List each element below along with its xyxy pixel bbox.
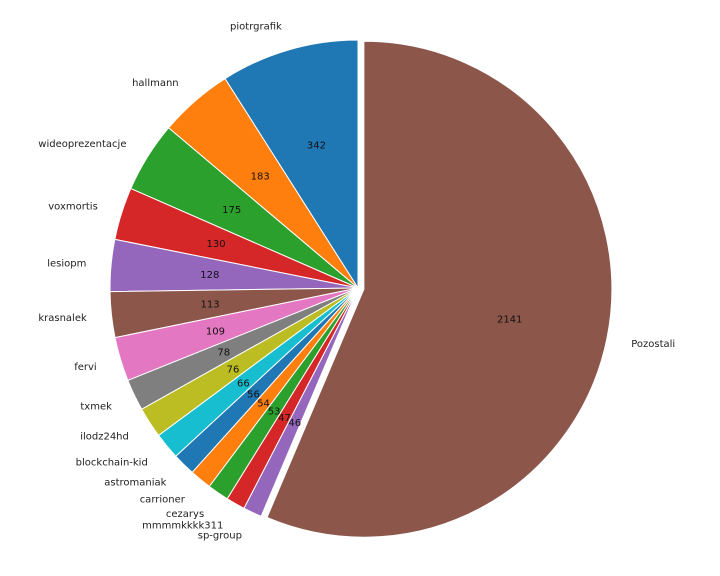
category-label-pozostali: Pozostali <box>631 339 675 350</box>
category-label-cezarys: cezarys <box>166 509 204 520</box>
category-label-voxmortis: voxmortis <box>48 202 98 213</box>
value-label-blockchain-kid: 66 <box>237 378 250 389</box>
category-label-sp-group: sp-group <box>198 530 242 541</box>
category-label-carrioner: carrioner <box>140 494 186 505</box>
pie-category-labels: piotrgrafik hallmann wideoprezentacje voxmo… <box>38 22 675 542</box>
category-label-krasnalek: krasnalek <box>38 313 87 324</box>
pie-slice-pozostali <box>266 40 613 538</box>
value-label-mmmmkkkk311: 47 <box>278 413 291 424</box>
category-label-lesiopm: lesiopm <box>47 259 86 270</box>
value-label-pozostali: 2141 <box>497 314 522 325</box>
category-label-hallmann: hallmann <box>132 78 179 89</box>
value-label-fervi: 109 <box>206 326 225 337</box>
value-label-lesiopm: 128 <box>200 270 219 281</box>
pie-slices <box>109 39 613 538</box>
value-label-wideoprezentacje: 175 <box>222 205 241 216</box>
category-label-blockchain-kid: blockchain-kid <box>76 457 148 468</box>
pie-slice-sp-group <box>243 287 359 517</box>
category-label-astromaniak: astromaniak <box>104 478 166 489</box>
category-label-fervi: fervi <box>74 362 96 373</box>
value-label-astromaniak: 56 <box>247 389 260 400</box>
value-label-voxmortis: 130 <box>207 239 226 250</box>
category-label-wideoprezentacje: wideoprezentacje <box>38 139 126 150</box>
value-label-hallmann: 183 <box>251 171 270 182</box>
value-label-piotrgrafik: 342 <box>307 141 326 152</box>
pie-slice-piotrgrafik <box>224 39 359 290</box>
category-label-mmmmkkkk311: mmmmkkkk311 <box>142 521 223 532</box>
category-label-txmek: txmek <box>80 401 112 412</box>
category-label-piotrgrafik: piotrgrafik <box>230 22 282 33</box>
value-label-txmek: 78 <box>217 348 230 359</box>
category-label-ilodz24hd: ilodz24hd <box>80 432 129 443</box>
value-label-krasnalek: 113 <box>201 300 220 311</box>
value-label-carrioner: 54 <box>257 398 270 409</box>
value-label-cezarys: 53 <box>268 406 281 417</box>
value-label-ilodz24hd: 76 <box>227 364 240 375</box>
value-label-sp-group: 46 <box>288 418 301 429</box>
